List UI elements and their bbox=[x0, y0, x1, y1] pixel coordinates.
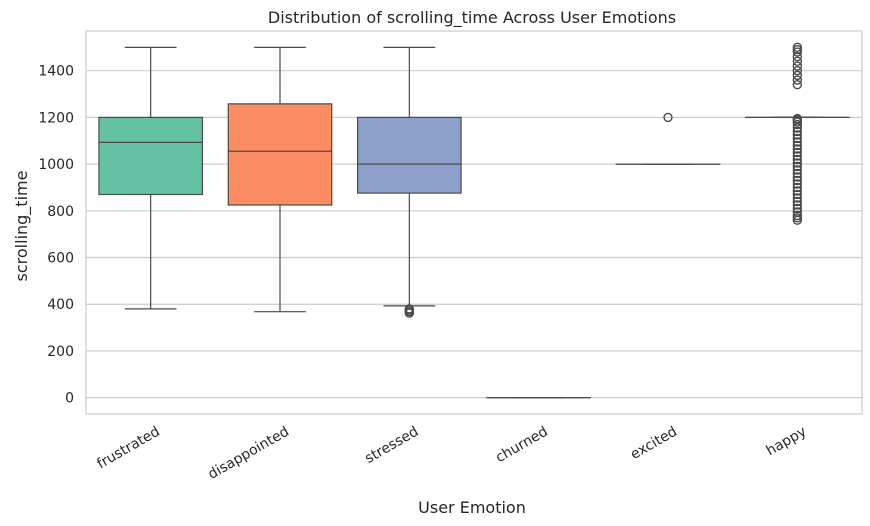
y-tick-label: 1200 bbox=[38, 110, 74, 126]
outlier-point bbox=[792, 154, 803, 165]
box-happy bbox=[744, 42, 850, 225]
boxes-layer bbox=[98, 42, 850, 399]
y-tick-label: 0 bbox=[65, 391, 74, 407]
outlier-point bbox=[792, 179, 803, 189]
outlier-point bbox=[792, 210, 803, 221]
box-frustrated bbox=[98, 46, 204, 310]
outlier-point bbox=[792, 200, 803, 210]
outlier-point bbox=[792, 189, 803, 200]
outlier-point bbox=[792, 51, 803, 62]
outlier-point bbox=[792, 203, 803, 214]
outlier-point bbox=[792, 172, 803, 182]
outlier-point bbox=[792, 61, 803, 71]
outlier-point bbox=[792, 70, 803, 81]
x-tick-label: churned bbox=[493, 424, 551, 467]
chart-title: Distribution of scrolling_time Across Us… bbox=[268, 8, 676, 28]
y-axis-label: scrolling_time bbox=[12, 171, 32, 282]
outlier-point bbox=[792, 140, 803, 151]
outlier-point bbox=[792, 151, 803, 161]
outlier-point bbox=[792, 158, 803, 168]
outlier-point bbox=[792, 126, 803, 137]
x-tick-label: stressed bbox=[362, 424, 421, 467]
outlier-point bbox=[792, 161, 803, 172]
outlier-point bbox=[404, 304, 415, 314]
x-axis-label: User Emotion bbox=[418, 498, 526, 517]
grid-lines bbox=[86, 70, 862, 399]
outlier-point bbox=[792, 42, 803, 53]
outlier-point bbox=[792, 137, 803, 147]
outlier-point bbox=[792, 168, 803, 179]
outlier-point bbox=[663, 112, 673, 123]
outlier-point bbox=[792, 193, 803, 203]
plot-area bbox=[85, 30, 863, 415]
outlier-point bbox=[792, 147, 803, 158]
outlier-point bbox=[792, 80, 803, 90]
x-tick-label: frustrated bbox=[94, 424, 162, 473]
outlier-point bbox=[792, 144, 803, 154]
outlier-point bbox=[792, 133, 803, 144]
x-tick-label: happy bbox=[764, 424, 810, 460]
outlier-point bbox=[792, 175, 803, 186]
outlier-point bbox=[792, 196, 803, 207]
outlier-point bbox=[792, 165, 803, 175]
outlier-point bbox=[792, 113, 803, 124]
outlier-point bbox=[792, 130, 803, 140]
y-tick-label: 600 bbox=[47, 251, 74, 267]
outlier-point bbox=[792, 182, 803, 193]
y-tick-label: 1000 bbox=[38, 157, 74, 173]
box-excited bbox=[615, 112, 721, 165]
outlier-point bbox=[792, 66, 803, 76]
y-axis-ticks: 0 200 400 600 800 1000 1200 1400 bbox=[38, 64, 74, 407]
outlier-point bbox=[792, 186, 803, 196]
x-tick-label: disappointed bbox=[205, 424, 292, 483]
x-tick-label: excited bbox=[628, 424, 680, 463]
box-disappointed bbox=[227, 46, 333, 313]
box-iqr bbox=[357, 116, 462, 194]
y-tick-label: 1400 bbox=[38, 64, 74, 80]
y-tick-label: 200 bbox=[47, 344, 74, 360]
y-tick-label: 800 bbox=[47, 204, 74, 220]
y-tick-label: 400 bbox=[47, 297, 74, 313]
box-iqr bbox=[98, 116, 204, 196]
x-axis-ticks: frustrated disappointed stressed churned exc… bbox=[94, 424, 809, 483]
outlier-point bbox=[792, 56, 803, 67]
outlier-point bbox=[792, 75, 803, 85]
outlier-point bbox=[792, 207, 803, 217]
box-stressed bbox=[357, 46, 462, 318]
box-iqr bbox=[227, 103, 333, 206]
